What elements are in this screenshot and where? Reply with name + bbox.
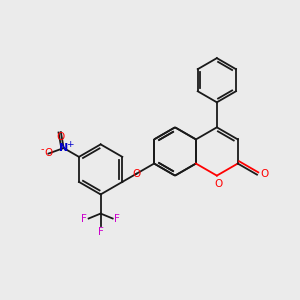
Text: O: O	[260, 169, 269, 179]
Text: O: O	[132, 169, 140, 179]
Text: O: O	[56, 132, 64, 142]
Text: N: N	[59, 143, 68, 153]
Text: +: +	[66, 140, 74, 149]
Text: F: F	[81, 214, 87, 224]
Text: F: F	[98, 226, 103, 237]
Text: O: O	[214, 179, 222, 189]
Text: O: O	[44, 148, 52, 158]
Text: -: -	[40, 144, 44, 154]
Text: F: F	[114, 214, 120, 224]
